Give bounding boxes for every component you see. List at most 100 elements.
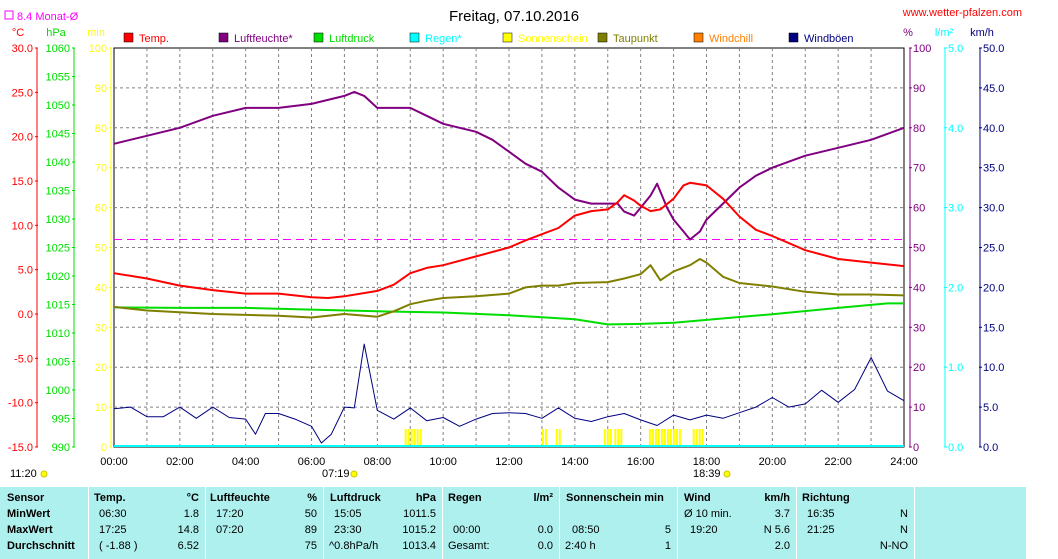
pressure-tick-label: 1060 (46, 43, 70, 55)
pressure-max: 1015.2 (402, 524, 436, 536)
rain-tick-label: 2.0 (948, 282, 963, 294)
humidity-tick-label: 30 (913, 322, 925, 334)
humidity-tick-label: 60 (913, 203, 925, 215)
sunrise-time: 07:19 (322, 468, 350, 480)
pressure-tick-label: 1045 (46, 129, 70, 141)
x-tick-label: 18:00 (693, 456, 721, 468)
rain-tick-label: 3.0 (948, 203, 963, 215)
humidity-tick-label: 90 (913, 83, 925, 95)
wind-tick-label: 15.0 (983, 322, 1004, 334)
temp-tick-label: 25.0 (12, 87, 33, 99)
temp-tick-label: -15.0 (8, 442, 33, 454)
pressure-tick-label: 1055 (46, 72, 70, 84)
wind-tick-label: 5.0 (983, 402, 998, 414)
sunshine-bar (416, 429, 419, 447)
sunshine-bar (407, 429, 410, 447)
sunshine-bar (672, 429, 675, 447)
pressure-unit-label: hPa (46, 27, 66, 39)
temp-unit: °C (186, 492, 199, 504)
min-tick-label: 90 (95, 83, 107, 95)
temp-max-time: 17:25 (99, 524, 127, 536)
rain-unit: l/m² (533, 492, 553, 504)
wind-max-time: 19:20 (690, 524, 718, 536)
row-label-min: MinWert (7, 508, 51, 520)
sun-avg-extra: 2:40 h (565, 540, 596, 552)
humidity-tick-label: 20 (913, 362, 925, 374)
sunshine-bar (695, 429, 698, 447)
pressure-max-time: 23:30 (334, 524, 362, 536)
direction-min-time: 16:35 (807, 508, 835, 520)
rain-avg: 0.0 (537, 540, 553, 552)
pressure-tick-label: 1040 (46, 157, 70, 169)
sunshine-bar (541, 429, 544, 447)
wind-tick-label: 30.0 (983, 203, 1004, 215)
humidity-min: 50 (304, 508, 317, 520)
temp-tick-label: 30.0 (12, 43, 33, 55)
humidity-header: Luftfeuchte (210, 492, 270, 504)
sunset-time: 18:39 (693, 468, 721, 480)
pressure-tick-label: 1030 (46, 214, 70, 226)
humidity-unit: % (307, 492, 317, 504)
pressure-tick-label: 1005 (46, 357, 70, 369)
wind-tick-label: 50.0 (983, 43, 1004, 55)
x-tick-label: 16:00 (627, 456, 655, 468)
pressure-min: 1011.5 (403, 508, 436, 520)
min-tick-label: 40 (95, 282, 107, 294)
x-tick-label: 20:00 (759, 456, 787, 468)
sunshine-bar (651, 429, 654, 447)
direction-max: N (900, 524, 908, 536)
humidity-max-time: 07:20 (216, 524, 244, 536)
x-tick-label: 14:00 (561, 456, 589, 468)
temp-max: 14.8 (177, 524, 199, 536)
temp-unit-label: °C (12, 27, 24, 39)
humidity-tick-label: 100 (913, 43, 931, 55)
humidity-max: 89 (304, 524, 317, 536)
humidity-tick-label: 50 (913, 243, 925, 255)
legend-swatch-dewpoint (597, 32, 608, 43)
x-tick-label: 02:00 (166, 456, 194, 468)
direction-max-time: 21:25 (807, 524, 835, 536)
dewpoint-line (113, 258, 905, 319)
series (113, 90, 905, 447)
sunshine-bar (698, 429, 701, 447)
sun-column: Sonnenschein min 08:50 5 2:40 h 1 (560, 487, 677, 559)
wind-min-time: Ø 10 min. (684, 508, 732, 520)
x-tick-label: 08:00 (364, 456, 392, 468)
direction-avg: N-NO (879, 540, 908, 552)
temp-tick-label: -10.0 (8, 398, 33, 410)
chart-title: Freitag, 07.10.2016 (449, 8, 579, 25)
sunshine-bar (678, 429, 681, 447)
temp-line (113, 181, 905, 299)
legend-label-pressure: Luftdruck (329, 33, 375, 45)
current-time-icon (40, 470, 48, 478)
direction-column: Richtung 16:35 N 21:25 N N-NO (797, 487, 914, 559)
x-tick-label: 10:00 (429, 456, 457, 468)
temp-header: Temp. (94, 492, 126, 504)
legend-label-windchill: Windchill (709, 33, 753, 45)
x-tick-label: 22:00 (824, 456, 852, 468)
min-tick-label: 100 (89, 43, 107, 55)
rain-max-time: 00:00 (453, 524, 481, 536)
rain-max: 0.0 (537, 524, 553, 536)
min-tick-label: 50 (95, 243, 107, 255)
min-tick-label: 70 (95, 163, 107, 175)
min-tick-label: 20 (95, 362, 107, 374)
humidity-unit-label: % (903, 27, 913, 39)
humidity-tick-label: 10 (913, 402, 925, 414)
site-link[interactable]: www.wetter-pfalzen.com (902, 7, 1022, 19)
weather-chart: 00:00 02:00 04:00 06:00 08:00 10:00 12:00 14:00… (4, 7, 1022, 480)
wind-tick-label: 0.0 (983, 442, 998, 454)
wind-unit-label: km/h (970, 27, 994, 39)
temp-tick-label: 0.0 (18, 309, 33, 321)
wind-unit: km/h (764, 492, 790, 504)
legend-label-humidity: Luftfeuchte* (234, 33, 293, 45)
wind-tick-label: 10.0 (983, 362, 1004, 374)
x-tick-label: 12:00 (495, 456, 523, 468)
x-tick-label: 00:00 (100, 456, 128, 468)
sunshine-bar (609, 429, 612, 447)
sunshine-bar (666, 429, 669, 447)
temp-tick-label: 15.0 (12, 176, 33, 188)
pressure-tick-label: 1010 (46, 328, 70, 340)
pressure-header: Luftdruck (330, 492, 381, 504)
sunshine-bar (404, 429, 407, 447)
